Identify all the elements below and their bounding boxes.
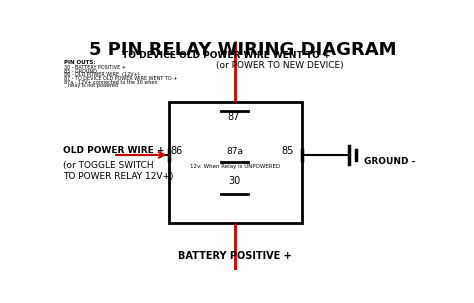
Text: TO DEVICE OLD POWER WIRE WENT TO +: TO DEVICE OLD POWER WIRE WENT TO +: [122, 51, 331, 59]
Text: OLD POWER WIRE +: OLD POWER WIRE +: [63, 146, 164, 155]
Text: 30: 30: [229, 176, 241, 186]
Text: TO POWER RELAY 12V+): TO POWER RELAY 12V+): [63, 172, 173, 181]
Text: 87a: 87a: [227, 147, 243, 156]
Text: 86: 86: [170, 146, 182, 156]
Text: BATTERY POSITIVE +: BATTERY POSITIVE +: [178, 251, 292, 261]
Text: 12v: When Relay is UNPOWERED: 12v: When Relay is UNPOWERED: [190, 164, 280, 168]
Text: GROUND -: GROUND -: [364, 157, 416, 166]
Text: 85 - GROUND: 85 - GROUND: [64, 68, 97, 74]
Text: 5 PIN RELAY WIRING DIAGRAM: 5 PIN RELAY WIRING DIAGRAM: [89, 41, 397, 59]
Text: 87a - 12V+ connected to the 30 when: 87a - 12V+ connected to the 30 when: [64, 80, 157, 85]
Text: 86 - OLD POWER WIRE  (12V+): 86 - OLD POWER WIRE (12V+): [64, 72, 139, 77]
Bar: [169, 102, 301, 223]
Text: PIN OUTS:: PIN OUTS:: [64, 60, 95, 65]
Text: relay is not powered: relay is not powered: [68, 83, 118, 88]
Text: 30 - BATTERY POSITIVE +: 30 - BATTERY POSITIVE +: [64, 65, 126, 70]
Text: 87: 87: [228, 112, 240, 122]
Text: (or POWER TO NEW DEVICE): (or POWER TO NEW DEVICE): [216, 61, 344, 70]
Text: 85: 85: [282, 146, 294, 156]
Text: 87 - TO DEVICE OLD POWER WIRE WENT TO +: 87 - TO DEVICE OLD POWER WIRE WENT TO +: [64, 76, 177, 81]
Text: (or TOGGLE SWITCH: (or TOGGLE SWITCH: [63, 161, 154, 170]
